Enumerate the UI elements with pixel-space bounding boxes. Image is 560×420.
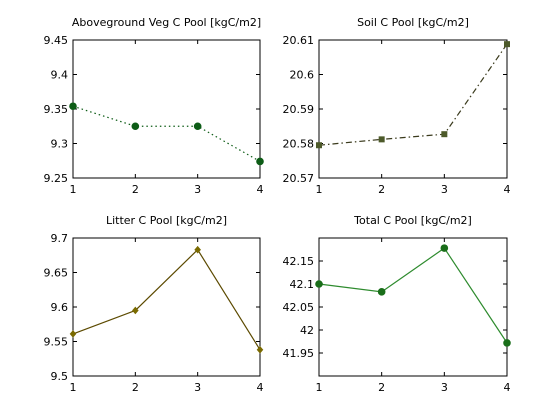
axes-frame [318,237,508,377]
x-tick-label: 3 [194,381,201,394]
subplot-3: Litter C Pool [kgC/m2] 1 2 3 4 9.5 9.55 9.6 9.65… [44,214,264,394]
axes-frame [72,237,261,377]
x-tick-label: 3 [441,183,448,196]
y-tick-label: 9.7 [51,232,69,245]
data-point [194,245,201,254]
data-point [504,41,510,48]
axes-frame [72,39,261,179]
x-tick-label: 1 [316,183,323,196]
y-tick-label: 42.15 [283,255,315,268]
series-line [318,247,508,344]
subplot-title: Soil C Pool [kgC/m2] [357,16,469,29]
data-point [315,280,323,288]
y-tick-label: 9.65 [44,267,69,280]
data-point [256,157,264,166]
y-tick-label: 42 [300,324,314,337]
x-tick-label: 4 [257,381,264,394]
data-point [132,306,139,315]
y-tick-label: 9.3 [51,138,69,151]
subplot-1: Aboveground Veg C Pool [kgC/m2] 1 2 3 4 9.25 9… [44,16,264,196]
series-line [318,43,508,146]
data-point [256,345,264,354]
data-point [69,330,77,338]
axes-frame [318,39,508,179]
y-tick-label: 20.59 [283,103,315,116]
series-line [72,248,261,351]
data-point [441,131,448,138]
y-tick-label: 42.05 [283,301,315,314]
y-tick-label: 9.5 [51,370,69,383]
data-point [316,142,322,149]
x-tick-label: 2 [132,183,139,196]
subplot-title: Aboveground Veg C Pool [kgC/m2] [72,16,261,29]
x-tick-label: 4 [504,381,511,394]
subplot-title: Litter C Pool [kgC/m2] [106,214,227,227]
subplot-4: Total C Pool [kgC/m2] 1 2 3 4 41.95 42 42.05 42.… [283,214,511,394]
y-tick-label: 9.6 [51,301,69,314]
data-point [440,244,449,252]
x-tick-label: 1 [70,183,77,196]
y-tick-label: 9.35 [44,103,69,116]
series-line [72,105,261,162]
x-tick-label: 4 [257,183,264,196]
subplot-title: Total C Pool [kgC/m2] [353,214,472,227]
y-tick-label: 9.4 [51,69,69,82]
y-tick-label: 9.45 [44,34,69,47]
x-tick-label: 3 [194,183,201,196]
y-tick-label: 42.1 [290,278,315,291]
x-tick-label: 3 [441,381,448,394]
data-point [69,102,77,111]
x-tick-label: 2 [378,381,385,394]
y-tick-label: 20.6 [290,69,315,82]
y-tick-label: 20.58 [283,138,315,151]
x-tick-label: 1 [70,381,77,394]
data-point [131,122,140,131]
x-tick-label: 2 [132,381,139,394]
x-tick-label: 1 [316,381,323,394]
data-point [193,122,202,131]
x-tick-label: 4 [504,183,511,196]
y-tick-label: 41.95 [283,347,315,360]
data-point [503,339,511,347]
y-tick-label: 20.61 [283,34,315,47]
subplot-2: Soil C Pool [kgC/m2] 1 2 3 4 20.57 20.58 20.59 2… [283,16,511,196]
data-point [377,288,386,296]
y-tick-label: 9.25 [44,172,69,185]
y-tick-label: 9.55 [44,336,69,349]
x-tick-label: 2 [378,183,385,196]
y-tick-label: 20.57 [283,172,315,185]
data-point [378,136,385,143]
